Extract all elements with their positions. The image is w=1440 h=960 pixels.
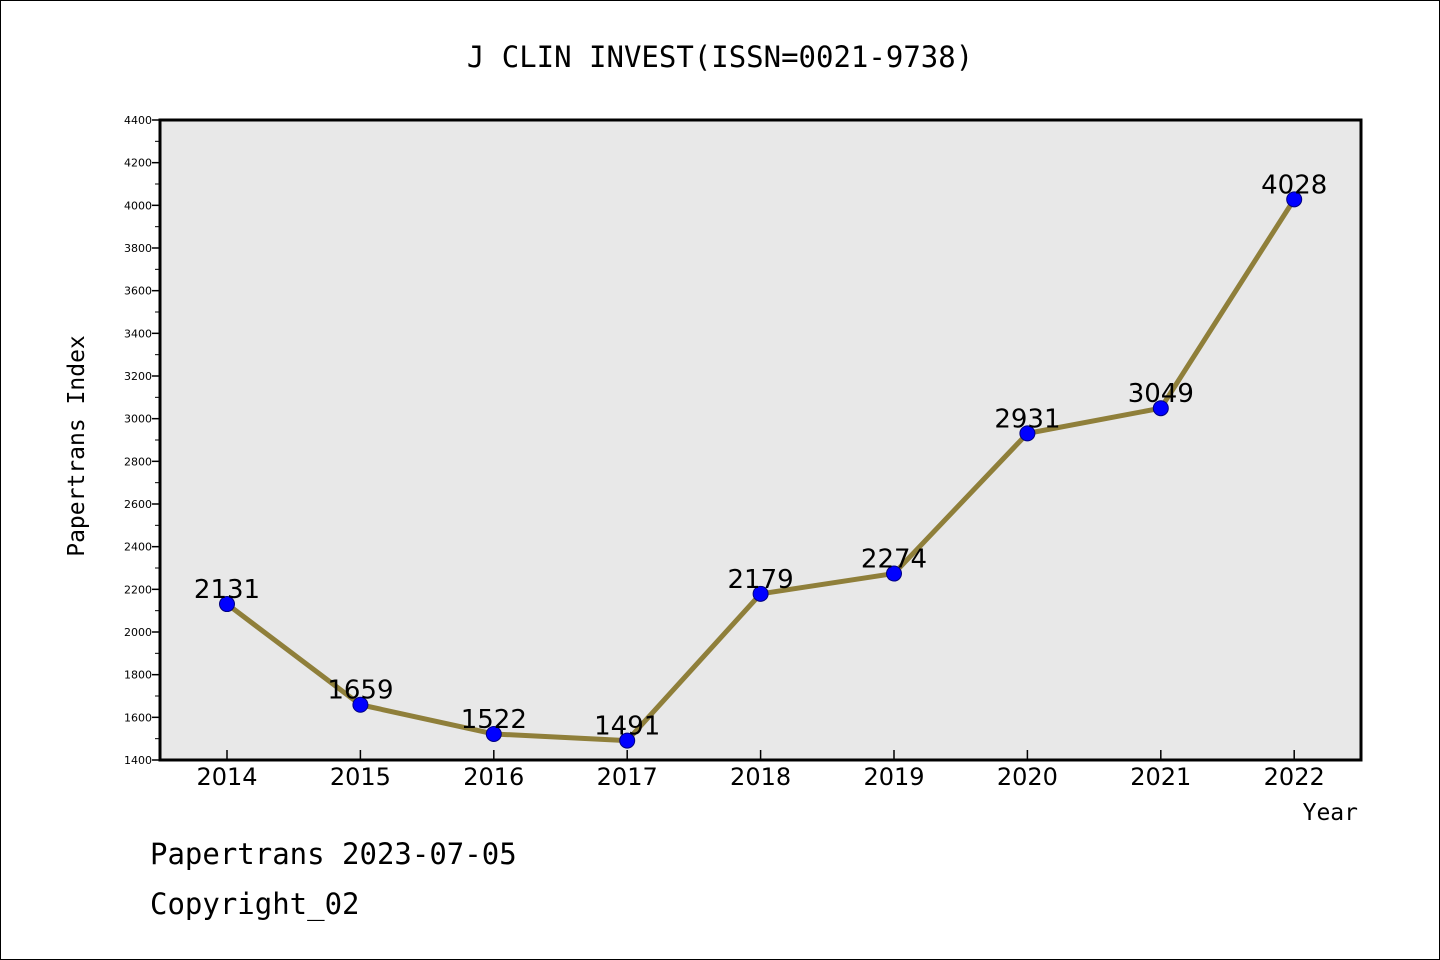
data-point: [1152, 400, 1169, 417]
y-tick-label: 1400: [124, 754, 152, 767]
data-point: [485, 725, 502, 742]
y-axis-tick-labels: 1400 1600 1800 2000 2200 2400 2600 2800 3000 3200…: [124, 114, 152, 767]
data-point: [619, 732, 636, 749]
y-axis-ticks: [152, 119, 160, 761]
y-tick-label: 3600: [124, 285, 152, 298]
data-labels: 2131 1659 1522 1491 2179 2274 2931 3049 4028: [194, 170, 1327, 741]
x-axis-ticks: [226, 750, 1295, 760]
y-tick-label: 1600: [124, 711, 152, 724]
data-label: 3049: [1128, 379, 1194, 409]
data-label: 2179: [728, 565, 794, 595]
data-points: [219, 191, 1303, 749]
chart-title: J CLIN INVEST(ISSN=0021-9738): [467, 40, 973, 74]
x-axis-label: Year: [1303, 800, 1358, 826]
data-label: 2931: [994, 404, 1060, 434]
data-label: 2131: [194, 575, 260, 605]
y-tick-label: 2600: [124, 498, 152, 511]
data-label: 2274: [861, 545, 927, 575]
x-tick-label: 2015: [330, 763, 391, 791]
data-label: 4028: [1261, 170, 1327, 200]
x-axis-tick-labels: 2014 2015 2016 2017 2018 2019 2020 2021 2022: [196, 763, 1324, 791]
y-tick-label: 2200: [124, 583, 152, 596]
footer-date: Papertrans 2023-07-05: [150, 837, 517, 871]
x-tick-label: 2014: [196, 763, 257, 791]
y-axis-label: Papertrans Index: [64, 335, 90, 557]
footer-copyright: Copyright_02: [150, 887, 360, 922]
data-point: [886, 565, 902, 582]
data-point: [219, 596, 235, 613]
plot-area: [158, 118, 1363, 762]
data-label: 1491: [594, 712, 660, 742]
x-tick-label: 2022: [1264, 763, 1325, 791]
y-tick-label: 3200: [124, 370, 152, 383]
data-point: [352, 696, 369, 713]
x-tick-label: 2019: [863, 763, 924, 791]
y-tick-label: 2800: [124, 455, 152, 468]
y-tick-label: 4000: [124, 199, 152, 212]
x-tick-label: 2021: [1130, 763, 1191, 791]
y-tick-label: 3400: [124, 327, 152, 340]
y-tick-label: 1800: [124, 669, 152, 682]
data-point: [1286, 191, 1303, 208]
y-tick-label: 4400: [124, 114, 152, 127]
x-tick-label: 2018: [730, 763, 791, 791]
data-label: 1522: [461, 705, 527, 735]
x-tick-label: 2020: [997, 763, 1058, 791]
x-tick-label: 2016: [463, 763, 524, 791]
y-tick-label: 3000: [124, 413, 152, 426]
y-tick-label: 4200: [124, 157, 152, 170]
x-tick-label: 2017: [597, 763, 658, 791]
data-point: [752, 585, 769, 602]
y-tick-label: 2400: [124, 541, 152, 554]
data-point: [1019, 425, 1036, 442]
y-tick-label: 2000: [124, 626, 152, 639]
data-label: 1659: [327, 676, 393, 706]
y-tick-label: 3800: [124, 242, 152, 255]
